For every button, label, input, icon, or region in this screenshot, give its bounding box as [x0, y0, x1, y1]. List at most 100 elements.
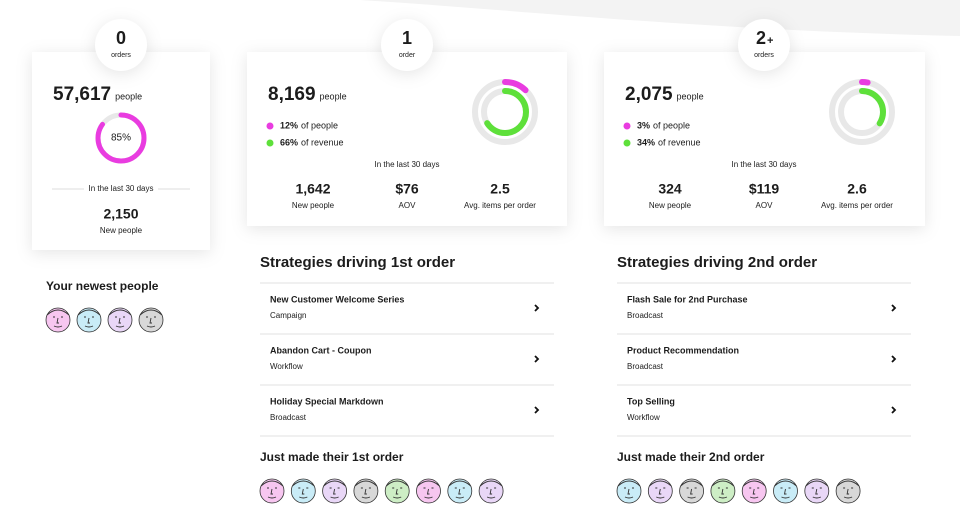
avatar-face [354, 480, 378, 499]
order-badge [381, 19, 433, 71]
stat-label: New people [100, 226, 143, 235]
strategy-kind: Broadcast [627, 311, 664, 320]
share-text: of revenue [658, 137, 701, 147]
avatar-face [448, 480, 472, 499]
stat-value: 1,642 [295, 181, 330, 197]
share-text: of revenue [301, 137, 344, 147]
badge-count: 0 [116, 28, 126, 48]
recent-title: Just made their 1st order [260, 450, 404, 464]
avatar-face [260, 480, 284, 499]
share-text: of people [653, 120, 690, 130]
stat-value: 324 [658, 181, 682, 197]
share-text: of people [301, 120, 338, 130]
share-value: 12% [280, 120, 298, 130]
avatar-face [385, 480, 409, 499]
strategy-kind: Workflow [627, 413, 660, 422]
people-count: 2,075 [625, 84, 673, 105]
avatar-face [46, 309, 70, 328]
badge-unit: orders [111, 52, 131, 59]
chevron[interactable] [891, 406, 897, 414]
people-count: 57,617 [53, 84, 111, 105]
chevron[interactable] [534, 406, 540, 414]
legend-dot [623, 139, 631, 147]
strategy-name: Top Selling [627, 396, 675, 406]
avatar-face [774, 480, 797, 499]
share-value: 3% [637, 120, 650, 130]
period: In the last 30 days [375, 160, 440, 169]
strategy-kind: Broadcast [270, 413, 307, 422]
avatar-face [680, 480, 703, 499]
stat-value: $119 [749, 181, 780, 197]
people-unit: people [677, 91, 704, 101]
recent-title: Just made their 2nd order [617, 450, 765, 464]
avatar-face [139, 309, 163, 328]
avatar-face [836, 480, 860, 499]
chevron[interactable] [534, 304, 540, 312]
background-swoosh [360, 0, 960, 36]
avatar-face [417, 480, 440, 499]
ring-arc [95, 112, 147, 164]
stat-label: AOV [756, 201, 774, 210]
ring-arc [829, 79, 895, 145]
people-unit: people [115, 91, 142, 101]
legend-dot [266, 139, 274, 147]
legend-dot [266, 122, 274, 130]
avatar-face [742, 480, 766, 499]
badge-unit: order [399, 52, 416, 59]
badge-count: 2 [756, 28, 766, 48]
people-unit: people [320, 91, 347, 101]
newest-title: Your newest people [46, 279, 159, 293]
people-count: 8,169 [268, 84, 316, 105]
chevron[interactable] [534, 355, 540, 363]
segment-card [32, 52, 210, 250]
strategy-row[interactable] [260, 284, 554, 334]
period: In the last 30 days [732, 160, 797, 169]
avatar-face [479, 480, 503, 499]
strategies-title: Strategies driving 2nd order [617, 254, 817, 271]
avatar-face [291, 480, 315, 499]
ring-arc [472, 79, 538, 145]
stat-value: $76 [395, 181, 419, 197]
share-value: 66% [280, 137, 298, 147]
strategy-kind: Workflow [270, 362, 303, 371]
strategy-name: Flash Sale for 2nd Purchase [627, 294, 748, 304]
badge-count: 1 [402, 28, 412, 48]
stat-label: New people [292, 201, 335, 210]
strategy-name: New Customer Welcome Series [270, 294, 404, 304]
stat-label: Avg. items per order [821, 201, 893, 210]
avatar-face [648, 480, 672, 499]
avatar-face [711, 480, 735, 499]
avatar-face [323, 480, 346, 499]
avatar-face [805, 480, 829, 499]
ring-label: 85% [111, 133, 131, 144]
stat-value: 2.6 [847, 181, 867, 197]
avatar-face [617, 480, 641, 499]
badge-suffix: + [767, 35, 773, 47]
avatar-face [108, 309, 132, 328]
order-badge [95, 19, 147, 71]
legend-dot [623, 122, 631, 130]
strategies-title: Strategies driving 1st order [260, 254, 455, 271]
order-badge [738, 19, 790, 71]
badge-unit: orders [754, 52, 774, 59]
chevron[interactable] [891, 304, 897, 312]
strategy-name: Abandon Cart - Coupon [270, 345, 371, 355]
strategy-row[interactable] [260, 335, 554, 385]
strategy-row[interactable] [617, 335, 911, 385]
stat-label: AOV [399, 201, 417, 210]
strategy-kind: Campaign [270, 311, 306, 320]
share-value: 34% [637, 137, 655, 147]
strategy-name: Holiday Special Markdown [270, 396, 384, 406]
strategy-kind: Broadcast [627, 362, 664, 371]
stat-label: New people [649, 201, 692, 210]
stat-value: 2.5 [490, 181, 510, 197]
chevron[interactable] [891, 355, 897, 363]
stat-value: 2,150 [103, 206, 138, 222]
strategy-name: Product Recommendation [627, 345, 739, 355]
strategy-row[interactable] [617, 386, 911, 436]
stat-label: Avg. items per order [464, 201, 536, 210]
ring-arc [838, 88, 886, 136]
strategy-row[interactable] [617, 284, 911, 334]
strategy-row[interactable] [260, 386, 554, 436]
